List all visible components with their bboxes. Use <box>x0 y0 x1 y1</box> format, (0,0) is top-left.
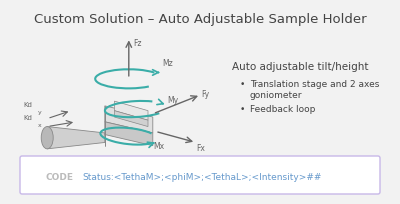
Text: y: y <box>38 110 41 115</box>
Text: CODE: CODE <box>45 173 73 183</box>
Text: goniometer: goniometer <box>250 91 302 100</box>
Text: •: • <box>240 105 245 114</box>
Text: Translation stage and 2 axes: Translation stage and 2 axes <box>250 80 379 89</box>
Text: Mz: Mz <box>162 59 173 68</box>
Text: Fy: Fy <box>201 90 209 99</box>
Ellipse shape <box>41 126 53 149</box>
Text: Feedback loop: Feedback loop <box>250 105 315 114</box>
Text: My: My <box>167 96 178 105</box>
Text: Kd: Kd <box>23 102 32 109</box>
Polygon shape <box>114 111 148 126</box>
Polygon shape <box>105 106 153 133</box>
Text: Status:<TethaM>;<phiM>;<TethaL>;<Intensity>##: Status:<TethaM>;<phiM>;<TethaL>;<Intensi… <box>82 173 321 183</box>
Polygon shape <box>105 122 153 146</box>
Text: Mx: Mx <box>153 142 164 151</box>
Text: Custom Solution – Auto Adjustable Sample Holder: Custom Solution – Auto Adjustable Sample… <box>34 13 366 26</box>
Text: •: • <box>240 80 245 89</box>
Text: Kd: Kd <box>23 115 32 121</box>
Polygon shape <box>114 101 148 120</box>
Text: x: x <box>38 123 41 128</box>
FancyBboxPatch shape <box>20 156 380 194</box>
Text: Auto adjustable tilt/height: Auto adjustable tilt/height <box>232 62 368 72</box>
Text: Fx: Fx <box>196 144 205 153</box>
Text: Fz: Fz <box>134 39 142 48</box>
Polygon shape <box>47 126 105 149</box>
